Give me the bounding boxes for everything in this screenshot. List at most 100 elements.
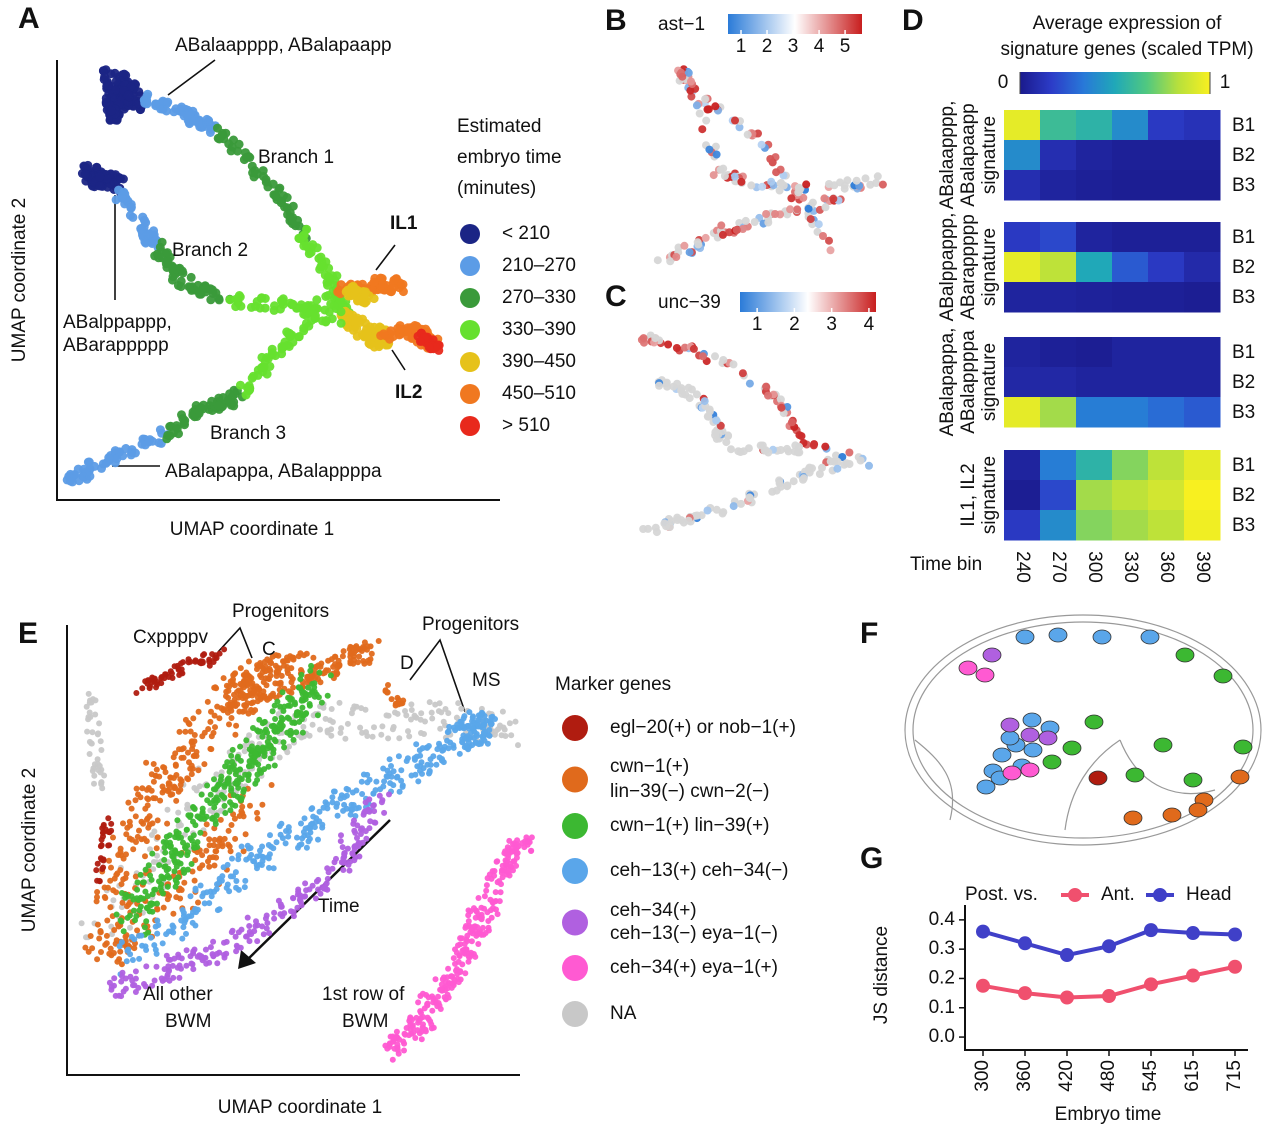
point <box>160 839 167 845</box>
panel-label: F <box>860 617 878 650</box>
point <box>318 699 325 706</box>
point <box>287 300 297 310</box>
point <box>366 776 373 783</box>
point <box>147 683 153 690</box>
point <box>327 672 334 679</box>
point <box>716 421 725 430</box>
point <box>119 969 126 976</box>
point <box>381 809 388 816</box>
point <box>233 146 242 156</box>
points <box>637 331 873 537</box>
point <box>207 944 214 951</box>
point <box>347 643 354 650</box>
point <box>111 975 118 982</box>
point <box>182 728 189 735</box>
group-label: ABalapappa, <box>937 328 958 437</box>
point <box>89 729 96 736</box>
point <box>270 845 277 852</box>
point <box>234 139 244 149</box>
point <box>189 837 195 844</box>
point <box>453 714 460 721</box>
legend-marker <box>460 288 480 308</box>
point <box>229 855 235 862</box>
point <box>177 786 184 793</box>
point <box>379 329 389 339</box>
x-axis-label: Embryo time <box>1055 1104 1162 1125</box>
point <box>260 745 267 752</box>
point <box>207 791 214 798</box>
point <box>160 764 167 771</box>
point <box>268 782 275 788</box>
point <box>188 861 195 867</box>
point <box>756 441 765 450</box>
heatmap-cell <box>1076 110 1113 141</box>
point <box>360 658 367 664</box>
point <box>311 680 318 687</box>
point <box>211 836 218 843</box>
heatmap-cell <box>1040 140 1077 171</box>
point <box>183 947 190 954</box>
point <box>223 688 230 695</box>
point <box>116 943 123 950</box>
point <box>368 650 375 657</box>
point <box>747 181 756 190</box>
point <box>344 720 351 727</box>
point <box>154 852 160 859</box>
point <box>156 773 163 780</box>
legend-label: 330–390 <box>502 319 576 340</box>
point <box>102 941 109 948</box>
point <box>343 785 350 792</box>
point <box>461 949 468 956</box>
y-axis-label: UMAP coordinate 2 <box>19 768 40 932</box>
heatmap-cell <box>1004 252 1041 283</box>
point <box>164 883 171 890</box>
point <box>201 955 207 962</box>
point <box>306 732 313 739</box>
point <box>180 659 186 666</box>
point <box>333 803 340 810</box>
point <box>108 827 115 834</box>
point <box>712 416 721 425</box>
point <box>717 221 726 230</box>
cell <box>1020 727 1040 743</box>
point <box>294 834 300 841</box>
point <box>319 821 326 828</box>
point <box>275 897 282 904</box>
point <box>239 803 246 810</box>
point <box>243 737 250 744</box>
point <box>206 658 213 665</box>
points <box>62 65 444 487</box>
colorbar <box>740 292 876 312</box>
point <box>303 710 310 717</box>
point <box>194 406 204 416</box>
point <box>161 844 168 851</box>
point <box>470 905 477 912</box>
point <box>252 780 259 787</box>
annotation: Progenitors <box>422 614 519 635</box>
point <box>672 344 681 352</box>
cell <box>1162 807 1182 823</box>
cell <box>1125 767 1145 783</box>
point <box>808 198 817 207</box>
heatmap-cell <box>1040 252 1077 283</box>
point <box>212 724 218 731</box>
point <box>294 234 304 244</box>
point <box>186 721 193 728</box>
point <box>398 777 405 784</box>
point <box>221 783 228 790</box>
point <box>179 670 186 677</box>
point <box>741 216 750 225</box>
point <box>462 924 469 931</box>
point <box>786 205 795 214</box>
point <box>225 295 235 305</box>
point <box>127 973 134 980</box>
point <box>283 828 289 834</box>
point <box>703 506 712 515</box>
point <box>265 855 272 862</box>
point <box>301 318 311 328</box>
point <box>259 801 266 808</box>
point <box>400 697 407 704</box>
point <box>183 962 190 969</box>
colorbar-tick-label: 2 <box>789 314 800 335</box>
point <box>118 978 125 985</box>
